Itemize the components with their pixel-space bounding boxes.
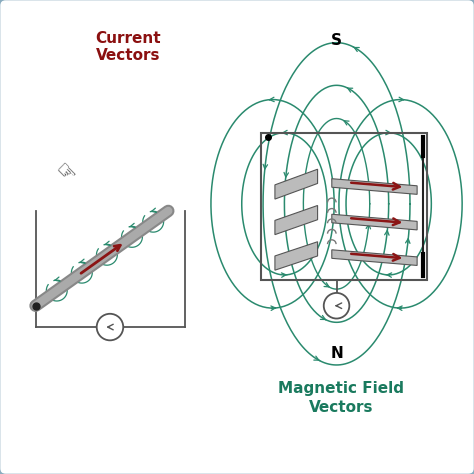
- Polygon shape: [275, 169, 318, 199]
- Text: N: N: [330, 346, 343, 361]
- Polygon shape: [332, 214, 417, 230]
- Polygon shape: [275, 242, 318, 270]
- Polygon shape: [275, 206, 318, 235]
- Text: Current
Vectors: Current Vectors: [95, 31, 161, 63]
- Polygon shape: [332, 179, 417, 194]
- Circle shape: [324, 293, 349, 319]
- Bar: [261, 133, 427, 280]
- Polygon shape: [332, 250, 417, 265]
- Circle shape: [97, 314, 123, 340]
- Text: S: S: [331, 33, 342, 48]
- Text: Magnetic Field
Vectors: Magnetic Field Vectors: [278, 382, 404, 415]
- Text: ☞: ☞: [50, 159, 78, 187]
